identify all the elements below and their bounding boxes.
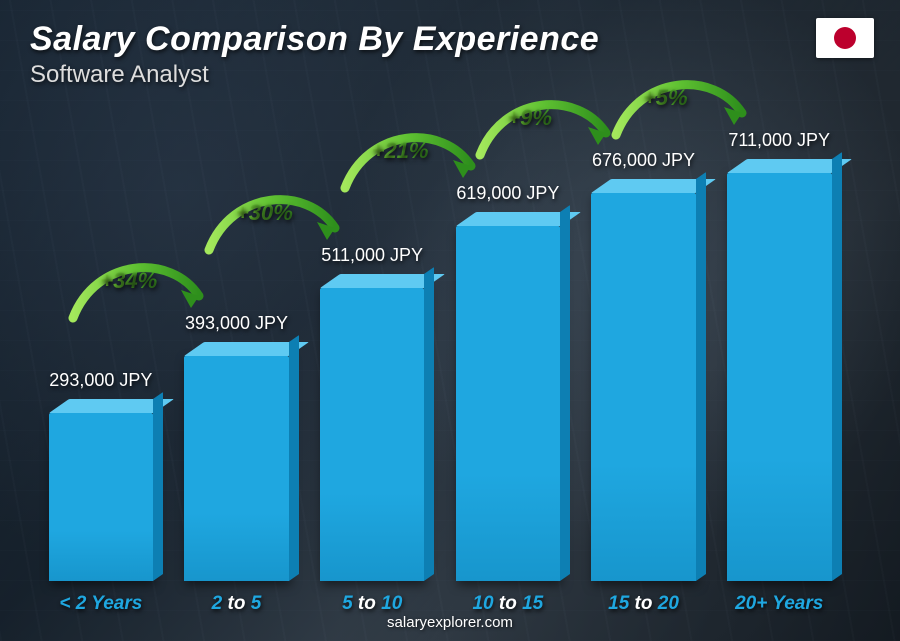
bar-value-label: 676,000 JPY [546,150,741,171]
bar-column: 676,000 JPY+9%15 to 20 [583,193,705,581]
pct-increase-badge: +30% [236,200,293,226]
bar-column: 293,000 JPY< 2 Years [40,413,162,581]
chart-subtitle: Software Analyst [30,61,870,89]
bar [456,226,561,581]
header: Salary Comparison By Experience Software… [30,20,870,89]
bar-value-label: 711,000 JPY [682,130,877,151]
bar [320,288,425,581]
bar-value-label: 511,000 JPY [275,245,470,266]
chart-title: Salary Comparison By Experience [30,20,870,59]
bar-column: 711,000 JPY+5%20+ Years [718,173,840,581]
bar-column: 393,000 JPY+34%2 to 5 [176,356,298,581]
bar [49,413,154,581]
bar [591,193,696,581]
x-axis-category-label: 20+ Years [694,593,864,615]
bar-value-label: 293,000 JPY [4,370,199,391]
bar [184,356,289,581]
bar-value-label: 619,000 JPY [411,183,606,204]
flag-japan-circle [834,27,856,49]
bar-column: 511,000 JPY+30%5 to 10 [311,288,433,581]
pct-increase-badge: +9% [507,105,552,131]
bar-column: 619,000 JPY+21%10 to 15 [447,226,569,581]
bar-chart: 293,000 JPY< 2 Years393,000 JPY+34%2 to … [40,101,840,581]
bar [727,173,832,581]
country-flag-japan [816,18,874,58]
bar-value-label: 393,000 JPY [139,313,334,334]
pct-increase-badge: +34% [100,268,157,294]
pct-increase-badge: +5% [643,85,688,111]
pct-increase-badge: +21% [372,138,429,164]
footer-source: salaryexplorer.com [0,614,900,631]
